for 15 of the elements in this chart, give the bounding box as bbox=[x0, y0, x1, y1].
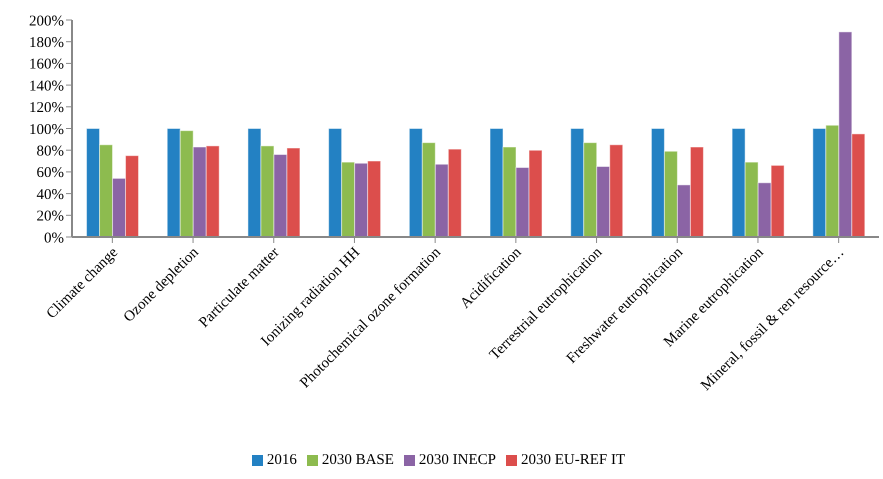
y-tick-label: 40% bbox=[36, 186, 64, 203]
y-tick-label: 140% bbox=[29, 78, 64, 94]
legend-label: 2030 BASE bbox=[322, 452, 394, 468]
y-tick-label: 180% bbox=[29, 35, 64, 52]
y-tick-label: 0% bbox=[44, 230, 64, 246]
legend-label: 2016 bbox=[266, 452, 297, 468]
legend-label: 2030 EU-REF IT bbox=[521, 452, 626, 468]
y-tick-label: 80% bbox=[36, 144, 64, 160]
y-tick-label: 200% bbox=[29, 13, 64, 30]
legend-label: 2030 INECP bbox=[418, 452, 496, 468]
y-tick-label: 100% bbox=[29, 122, 64, 138]
y-tick-label: 60% bbox=[36, 165, 64, 182]
y-tick-label: 20% bbox=[36, 208, 64, 225]
y-tick-label: 120% bbox=[29, 100, 64, 116]
y-tick-label: 160% bbox=[29, 56, 64, 73]
